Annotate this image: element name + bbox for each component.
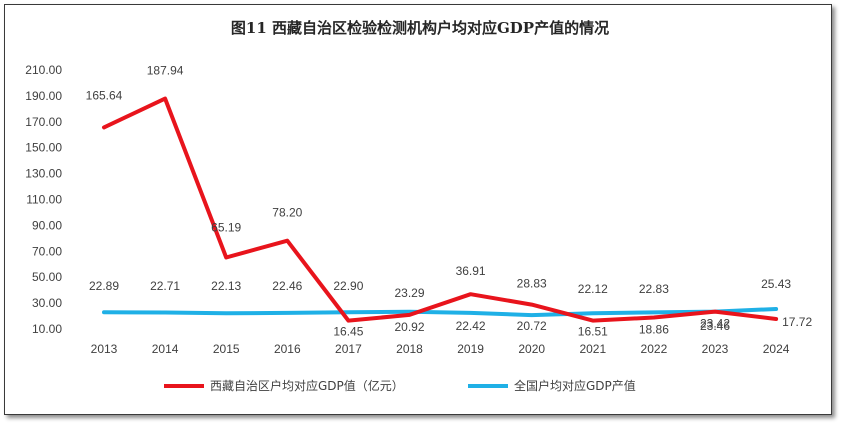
x-tick-label: 2015 bbox=[213, 342, 240, 356]
legend: 西藏自治区户均对应GDP值（亿元） 全国户均对应GDP产值 bbox=[164, 378, 636, 393]
y-tick-label: 150.00 bbox=[25, 141, 62, 155]
x-tick-label: 2023 bbox=[702, 342, 729, 356]
y-tick-label: 30.00 bbox=[32, 296, 62, 310]
data-label-local-2021: 16.51 bbox=[578, 325, 608, 339]
data-label-national-2013: 22.89 bbox=[89, 279, 119, 293]
chart-frame bbox=[4, 4, 832, 415]
y-tick-label: 210.00 bbox=[25, 63, 62, 77]
series-layer bbox=[102, 96, 779, 323]
data-label-local-2019: 36.91 bbox=[456, 264, 486, 278]
data-label-local-2024: 17.72 bbox=[782, 315, 812, 329]
y-tick-label: 10.00 bbox=[32, 322, 62, 336]
x-tick-label: 2014 bbox=[152, 342, 179, 356]
y-tick-label: 190.00 bbox=[25, 89, 62, 103]
data-label-local-2017: 16.45 bbox=[333, 325, 363, 339]
data-label-local-2015: 65.19 bbox=[211, 221, 241, 235]
series-line-national bbox=[102, 307, 779, 318]
y-tick-label: 90.00 bbox=[32, 218, 62, 232]
x-tick-label: 2022 bbox=[641, 342, 668, 356]
y-tick-label: 170.00 bbox=[25, 115, 62, 129]
x-tick-label: 2013 bbox=[91, 342, 118, 356]
y-tick-label: 130.00 bbox=[25, 167, 62, 181]
chart-title: 图11 西藏自治区检验检测机构户均对应GDP产值的情况 bbox=[231, 19, 609, 37]
data-label-local-2018: 20.92 bbox=[394, 320, 424, 334]
x-tick-label: 2018 bbox=[396, 342, 423, 356]
data-label-national-2020: 20.72 bbox=[517, 319, 547, 333]
data-labels: 165.64 187.94 65.19 78.20 16.45 20.92 36.91 28.… bbox=[86, 64, 813, 339]
x-tick-label: 2024 bbox=[763, 342, 790, 356]
series-line-local bbox=[102, 96, 779, 323]
data-label-national-2019: 22.42 bbox=[456, 319, 486, 333]
data-label-national-2018: 23.29 bbox=[394, 286, 424, 300]
data-label-national-2024: 25.43 bbox=[761, 277, 791, 291]
data-label-local-2014: 187.94 bbox=[147, 64, 184, 78]
x-tick-label: 2019 bbox=[457, 342, 484, 356]
data-label-local-2020: 28.83 bbox=[517, 277, 547, 291]
y-tick-label: 110.00 bbox=[26, 193, 62, 207]
x-tick-label: 2021 bbox=[579, 342, 606, 356]
data-label-local-2022: 18.86 bbox=[639, 323, 669, 337]
data-label-local-2023: 23.42 bbox=[700, 317, 730, 331]
legend-label-local: 西藏自治区户均对应GDP值（亿元） bbox=[210, 378, 404, 393]
data-label-national-2022: 22.83 bbox=[639, 282, 669, 296]
x-axis: 2013 2014 2015 2016 2017 2018 2019 2020 2021 2022… bbox=[91, 342, 790, 356]
data-label-local-2013: 165.64 bbox=[86, 88, 123, 102]
data-label-national-2016: 22.46 bbox=[272, 279, 302, 293]
x-tick-label: 2020 bbox=[518, 342, 545, 356]
data-label-national-2015: 22.13 bbox=[211, 279, 241, 293]
data-label-national-2017: 22.90 bbox=[333, 279, 363, 293]
y-axis: 210.00 190.00 170.00 150.00 130.00 110.00 90.0… bbox=[25, 63, 62, 336]
data-label-national-2014: 22.71 bbox=[150, 279, 180, 293]
data-label-local-2016: 78.20 bbox=[272, 206, 302, 220]
x-tick-label: 2017 bbox=[335, 342, 362, 356]
x-tick-label: 2016 bbox=[274, 342, 301, 356]
data-label-national-2021: 22.12 bbox=[578, 282, 608, 296]
y-tick-label: 50.00 bbox=[32, 270, 62, 284]
data-label-national-2023: 23.46 bbox=[700, 319, 730, 333]
legend-label-national: 全国户均对应GDP产值 bbox=[514, 378, 636, 393]
y-tick-label: 70.00 bbox=[32, 244, 62, 258]
